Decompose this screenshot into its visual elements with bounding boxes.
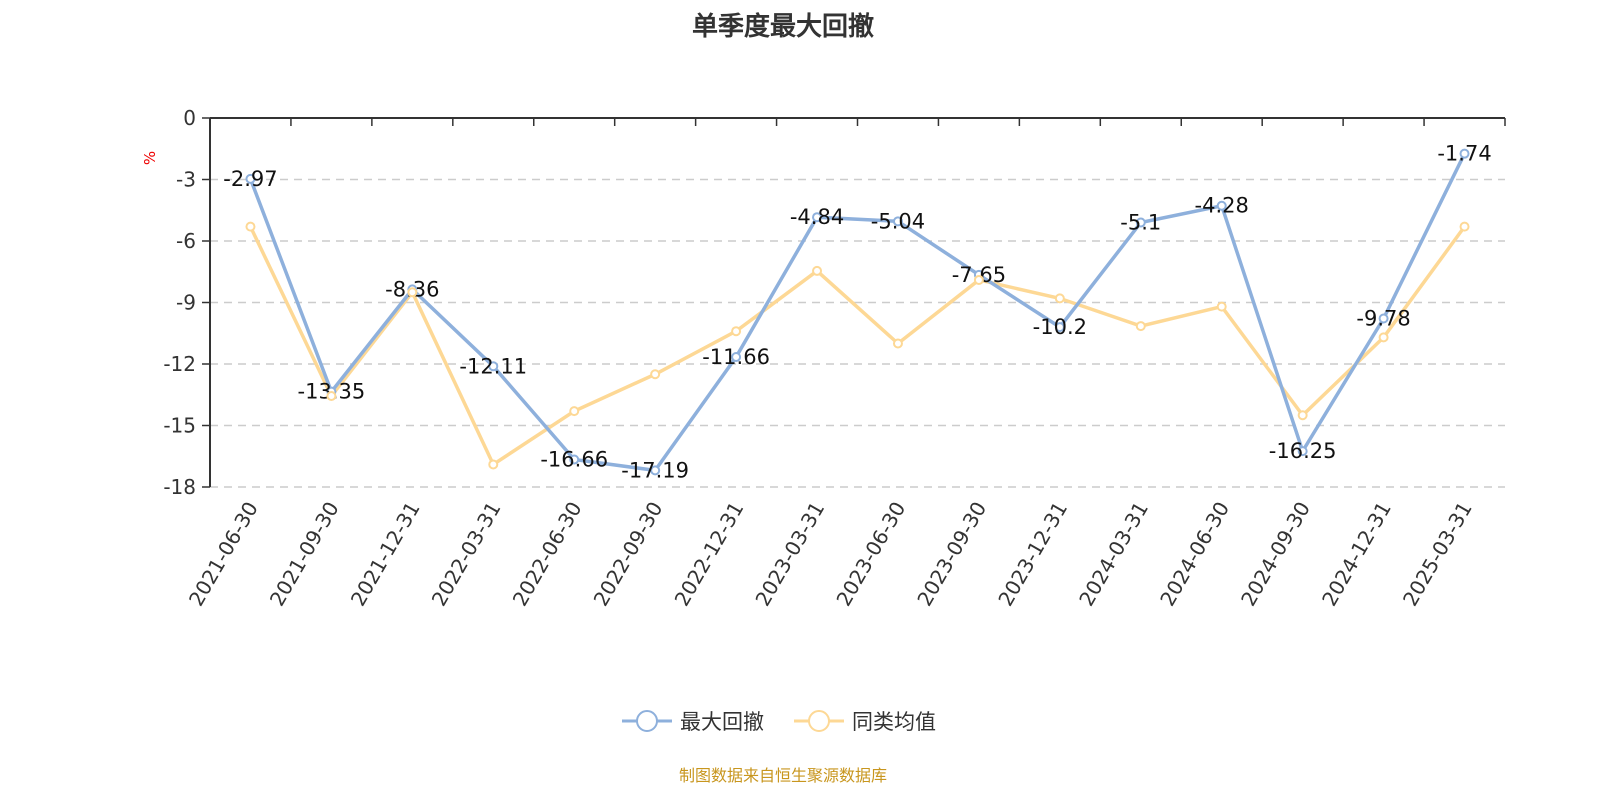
data-label: -1.74 (1437, 142, 1491, 166)
data-label: -11.66 (702, 345, 770, 369)
data-label: -5.04 (871, 209, 925, 233)
x-tick-label: 2024-06-30 (1155, 498, 1234, 611)
data-label: -16.25 (1269, 439, 1337, 463)
y-axis-unit: % (141, 151, 159, 165)
legend-label: 同类均值 (852, 710, 936, 734)
series-line (248, 225, 1466, 468)
x-tick-label: 2021-09-30 (265, 498, 344, 611)
data-point (245, 173, 256, 184)
data-label: -4.28 (1195, 194, 1249, 218)
data-point (488, 361, 499, 372)
x-tick-label: 2022-06-30 (508, 498, 587, 611)
data-point (1378, 313, 1389, 324)
legend-label: 最大回撤 (680, 710, 764, 734)
data-label: -10.2 (1033, 315, 1087, 339)
data-point (892, 338, 903, 349)
data-label: -2.97 (223, 167, 277, 191)
y-tick-label: -3 (176, 168, 196, 192)
x-tick-label: 2022-09-30 (589, 498, 668, 611)
x-tick-label: 2023-12-31 (993, 498, 1072, 611)
x-tick-label: 2021-12-31 (346, 498, 425, 611)
data-point (731, 352, 742, 363)
data-point (1135, 217, 1146, 228)
series-line (248, 152, 1467, 473)
data-label: -5.1 (1120, 211, 1161, 235)
x-tick-label: 2021-06-30 (184, 498, 263, 611)
x-tick-label: 2024-09-30 (1236, 498, 1315, 611)
data-point (892, 216, 903, 227)
x-tick-label: 2022-12-31 (670, 498, 749, 611)
data-point (973, 274, 984, 285)
data-point (1054, 293, 1065, 304)
legend-marker (636, 710, 658, 732)
x-tick-label: 2023-03-31 (750, 498, 829, 611)
chart-title: 单季度最大回撤 (691, 12, 874, 42)
data-point (326, 390, 337, 401)
y-tick-label: 0 (183, 106, 196, 130)
source-note: 制图数据来自恒生聚源数据库 (678, 766, 887, 785)
x-tick-label: 2023-06-30 (831, 498, 910, 611)
data-point (650, 369, 661, 380)
data-label: -12.11 (459, 354, 527, 378)
data-label: -4.84 (790, 205, 844, 229)
legend-marker (808, 710, 830, 732)
x-tick-label: 2024-12-31 (1317, 498, 1396, 611)
data-point (569, 454, 580, 465)
data-point (1297, 410, 1308, 421)
data-point (569, 406, 580, 417)
x-tick-label: 2024-03-31 (1074, 498, 1153, 611)
x-tick-label: 2025-03-31 (1398, 498, 1477, 611)
data-point (1216, 301, 1227, 312)
data-point (812, 265, 823, 276)
x-tick-label: 2023-09-30 (912, 498, 991, 611)
y-tick-label: -12 (163, 352, 196, 376)
data-label: -16.66 (540, 448, 608, 472)
y-tick-label: -18 (163, 475, 196, 499)
data-point (1216, 200, 1227, 211)
data-point (1459, 148, 1470, 159)
data-point (1378, 332, 1389, 343)
y-tick-label: -9 (176, 291, 196, 315)
data-label: -9.78 (1356, 306, 1410, 330)
data-point (1459, 221, 1470, 232)
data-point (1054, 322, 1065, 333)
data-point (650, 465, 661, 476)
y-tick-label: -15 (163, 414, 196, 438)
data-point (1297, 446, 1308, 457)
data-point (1135, 321, 1146, 332)
data-point (407, 287, 418, 298)
data-point (488, 459, 499, 470)
data-point (812, 212, 823, 223)
data-label: -17.19 (621, 458, 689, 482)
data-point (245, 221, 256, 232)
x-tick-label: 2022-03-31 (427, 498, 506, 611)
data-point (731, 326, 742, 337)
y-tick-label: -6 (176, 229, 196, 253)
